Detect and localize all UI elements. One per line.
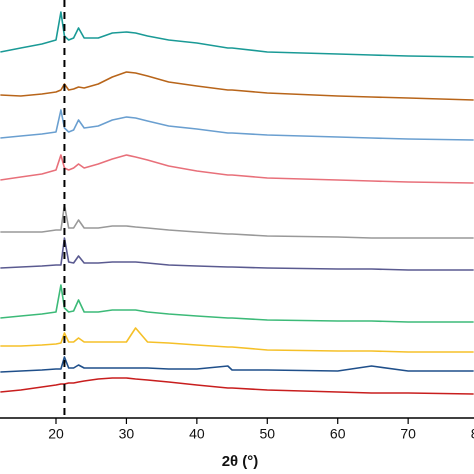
- x-tick-label: 30: [119, 426, 135, 442]
- x-tick-label: 40: [189, 426, 205, 442]
- series-line: [0, 356, 474, 373]
- series-line: [0, 154, 474, 184]
- series-line: [0, 237, 474, 271]
- series-line: [0, 71, 474, 101]
- x-tick-label: 50: [259, 426, 275, 442]
- series-line: [0, 204, 474, 239]
- series-line: [0, 109, 474, 141]
- series-line: [0, 284, 474, 323]
- x-tick-label: 80: [471, 426, 474, 442]
- series-line: [0, 377, 474, 395]
- x-tick-label: 20: [48, 426, 64, 442]
- x-tick-label: 70: [400, 426, 416, 442]
- x-tick-label: 60: [330, 426, 346, 442]
- x-axis-label: 2θ (°): [222, 453, 259, 470]
- series-line: [0, 327, 474, 353]
- series-line: [0, 11, 474, 58]
